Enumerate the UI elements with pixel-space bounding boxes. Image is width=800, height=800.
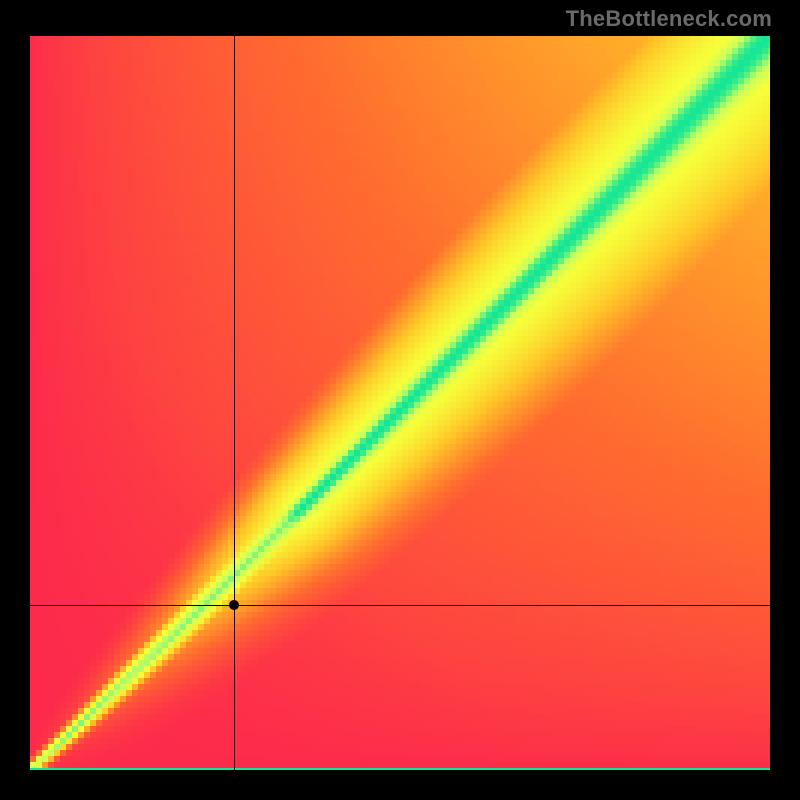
crosshair-marker — [229, 600, 239, 610]
watermark-text: TheBottleneck.com — [566, 6, 772, 32]
heatmap-canvas — [30, 36, 770, 770]
root: TheBottleneck.com — [0, 0, 800, 800]
crosshair-vertical — [234, 36, 235, 770]
crosshair-horizontal — [30, 605, 770, 606]
plot-frame — [30, 36, 770, 770]
